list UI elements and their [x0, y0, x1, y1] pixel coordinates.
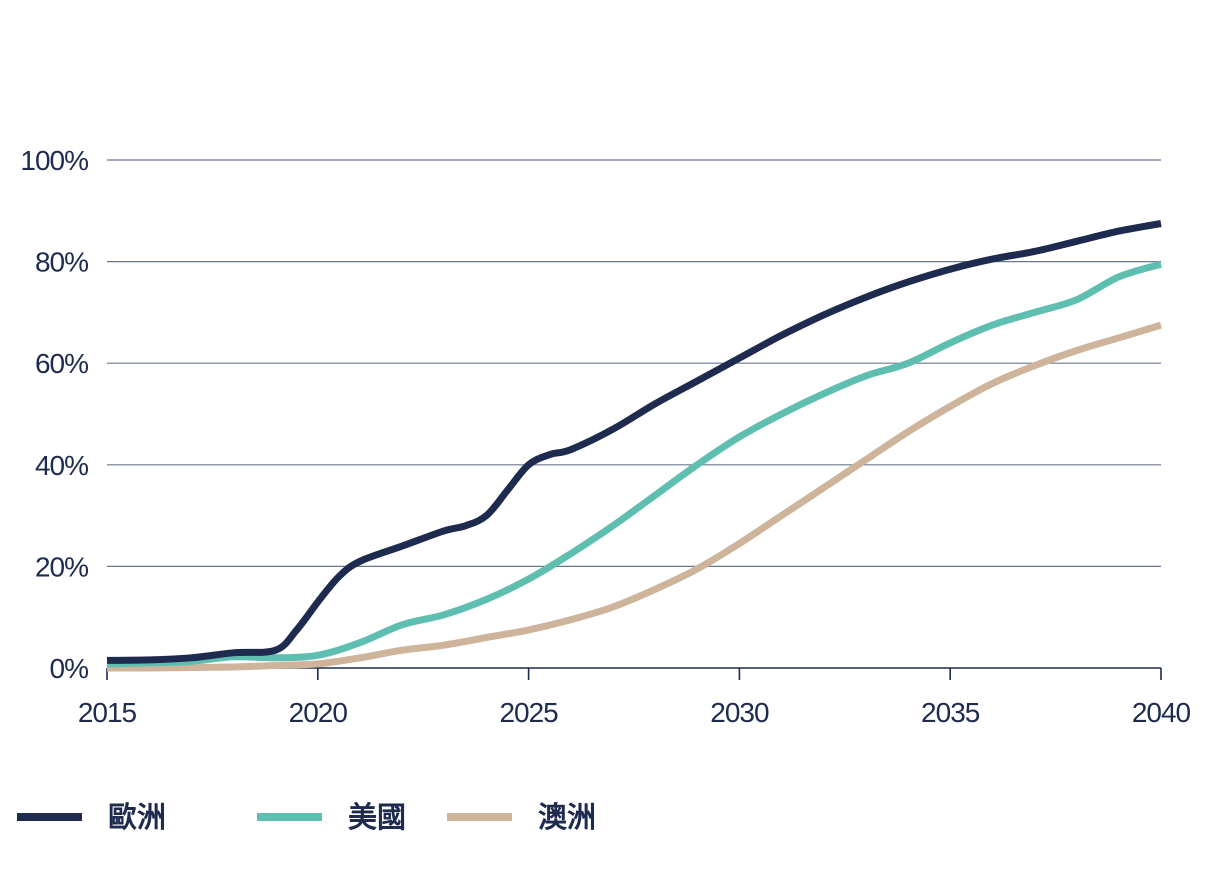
- series-line-1: [106, 260, 1163, 668]
- legend: 歐洲 美國 澳洲: [17, 800, 596, 834]
- series-line-0: [106, 220, 1162, 664]
- x-tick-label: 2035: [921, 697, 980, 728]
- series-lines: [106, 220, 1163, 672]
- y-tick-label: 100%: [20, 145, 88, 176]
- x-tick-label: 2025: [499, 697, 558, 728]
- x-tick-label: 2015: [78, 697, 137, 728]
- gridlines: [107, 159, 1161, 568]
- legend-label-1: 美國: [348, 800, 406, 834]
- y-axis-ticks: 0% 20% 40% 60% 80% 100%: [20, 145, 89, 684]
- x-tick-label: 2040: [1132, 697, 1191, 728]
- series-line-2: [106, 321, 1163, 672]
- x-axis-ticks: 2015 2020 2025 2030 2035 2040: [78, 668, 1192, 728]
- y-tick-label: 20%: [35, 551, 88, 582]
- y-tick-label: 0%: [50, 653, 89, 684]
- y-tick-label: 80%: [35, 247, 88, 278]
- x-tick-label: 2020: [289, 697, 348, 728]
- legend-label-0: 歐洲: [108, 800, 166, 834]
- y-tick-label: 60%: [35, 348, 88, 379]
- y-tick-label: 40%: [35, 450, 88, 481]
- x-tick-label: 2030: [710, 697, 769, 728]
- legend-label-2: 澳洲: [538, 800, 596, 834]
